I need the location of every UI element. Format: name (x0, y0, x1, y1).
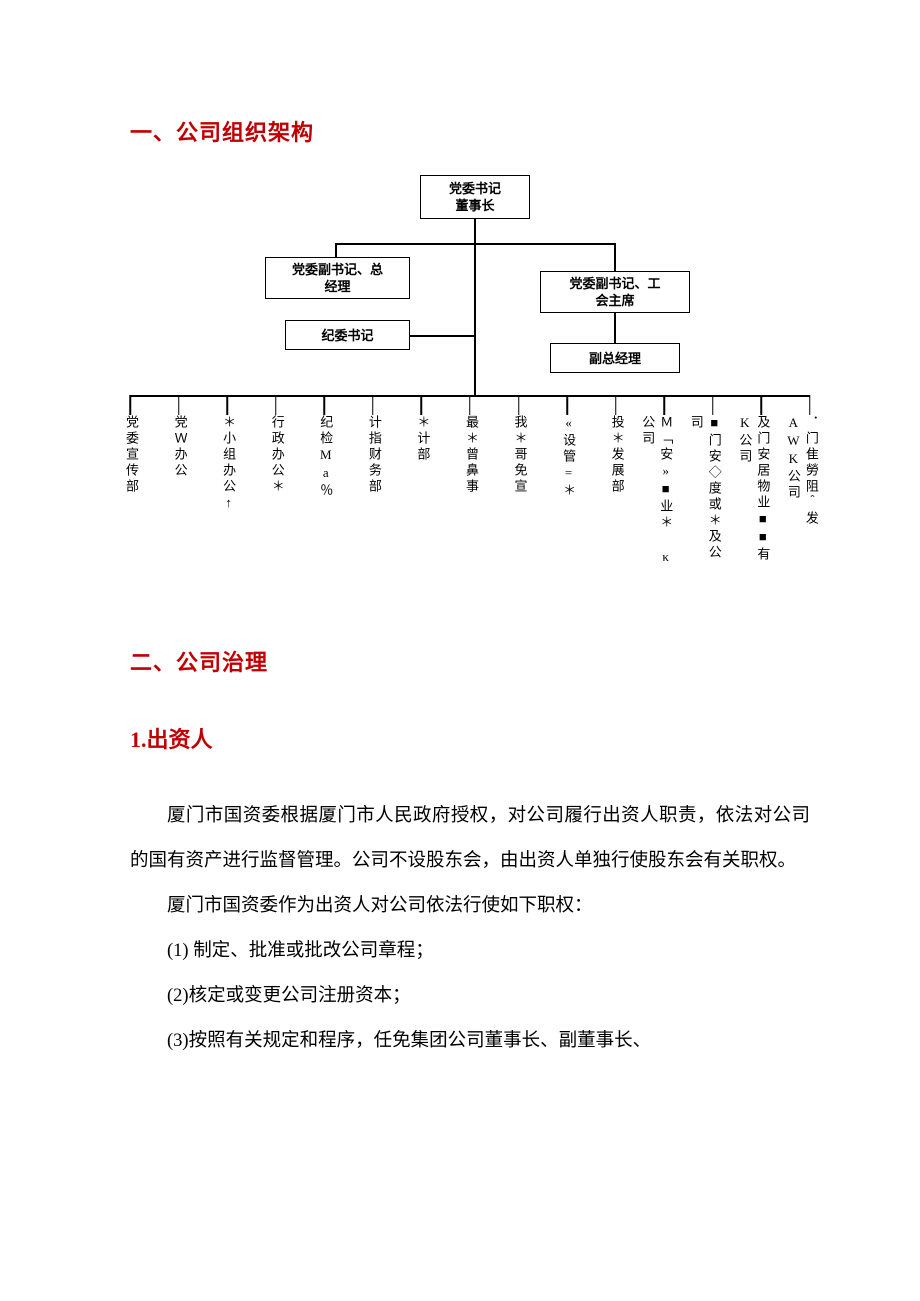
dept-item: ■门安◇度或＊及公司 (703, 415, 723, 575)
dept-item: ．门隹勞阻＾发AWK公司 (800, 415, 820, 575)
list-item-3: (3)按照有关规定和程序，任免集团公司董事长、副董事长、 (130, 1019, 810, 1064)
dept-item: 党委宣传部 (120, 415, 140, 575)
dept-item: 党Ｗ办公 (169, 415, 189, 575)
dept-item: 行政办公＊ (266, 415, 286, 575)
dept-item: ＊计部 (411, 415, 431, 575)
org-connector (474, 243, 476, 395)
dept-item: 计指财务部 (363, 415, 383, 575)
document-page: 一、公司组织架构 党委书记 董事长 党委副书记、总 经理 党委副书记、工 会主席… (0, 0, 920, 1124)
paragraph: 厦门市国资委作为出资人对公司依法行使如下职权： (130, 884, 810, 929)
section-1-heading: 一、公司组织架构 (130, 115, 810, 147)
paragraph: 厦门市国资委根据厦门市人民政府授权，对公司履行出资人职责，依法对公司的国有资产进… (130, 794, 810, 884)
org-connector (614, 243, 616, 271)
list-item-1: (1) 制定、批准或批改公司章程； (130, 929, 810, 974)
dept-row: 党委宣传部 党Ｗ办公 ＊小组办公↑ 行政办公＊ 纪检Ma％ 计指财务部 ＊计部 … (120, 415, 820, 575)
subsection-heading: 1.出资人 (130, 722, 810, 754)
section-2-heading: 二、公司治理 (130, 645, 810, 677)
dept-item: 纪检Ma％ (314, 415, 334, 575)
dept-item: 投＊发展部 (606, 415, 626, 575)
org-node-deputy-union: 党委副书记、工 会主席 (540, 271, 690, 313)
org-node-chairman: 党委书记 董事长 (420, 175, 530, 219)
org-connector (335, 243, 337, 257)
dept-item: ＊小组办公↑ (217, 415, 237, 575)
org-connector (474, 219, 476, 243)
dept-item: 及门安居物业■■有K公司 (751, 415, 771, 575)
org-node-vice-gm: 副总经理 (550, 343, 680, 373)
dept-item: Ｍ「安»■业＊ κ 公司 (654, 415, 674, 575)
body-text: 厦门市国资委根据厦门市人民政府授权，对公司履行出资人职责，依法对公司的国有资产进… (130, 794, 810, 1064)
dept-item: 最＊曾鼻事 (460, 415, 480, 575)
org-chart: 党委书记 董事长 党委副书记、总 经理 党委副书记、工 会主席 纪委书记 副总经… (120, 175, 820, 575)
org-connector (410, 335, 475, 337)
org-node-deputy-gm: 党委副书记、总 经理 (265, 257, 410, 299)
list-item-2: (2)核定或变更公司注册资本； (130, 974, 810, 1019)
dept-item: 我＊哥免宣 (509, 415, 529, 575)
dept-item: «设管=＊ (557, 415, 577, 575)
org-node-discipline: 纪委书记 (285, 320, 410, 350)
org-connector (614, 313, 616, 343)
